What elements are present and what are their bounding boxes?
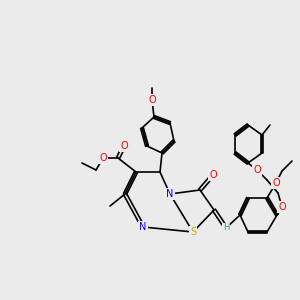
Text: H: H: [223, 224, 229, 232]
Text: O: O: [99, 153, 107, 163]
Text: N: N: [166, 189, 174, 199]
Text: O: O: [148, 95, 156, 105]
Text: O: O: [278, 202, 286, 212]
Text: N: N: [139, 222, 147, 232]
Text: O: O: [272, 178, 280, 188]
Text: S: S: [190, 227, 196, 237]
Text: O: O: [120, 141, 128, 151]
Text: O: O: [253, 165, 261, 175]
Text: O: O: [209, 170, 217, 180]
